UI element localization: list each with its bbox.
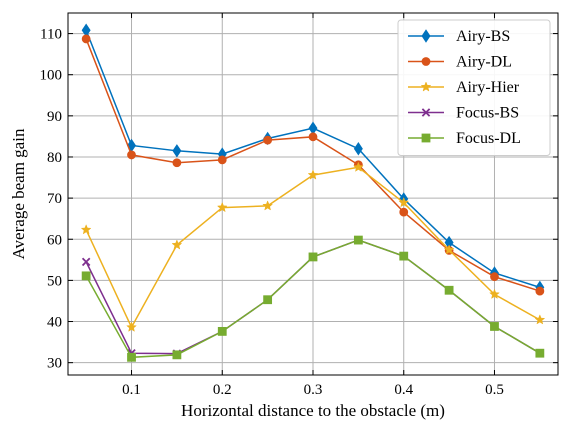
data-point — [353, 235, 363, 245]
data-point — [308, 132, 318, 142]
data-point — [534, 314, 546, 325]
y-tick-label: 40 — [47, 315, 62, 331]
data-point — [490, 272, 499, 282]
data-point — [398, 196, 410, 208]
y-tick-label: 110 — [40, 27, 62, 43]
legend-label: Focus-BS — [456, 105, 519, 122]
legend-label: Airy-Hier — [456, 79, 520, 96]
x-tick-label: 0.5 — [485, 382, 504, 398]
legend-label: Focus-DL — [456, 130, 521, 147]
legend-entry: Airy-Hier — [408, 79, 520, 96]
series-group — [80, 23, 546, 362]
data-point — [307, 169, 319, 180]
legend-label: Airy-DL — [456, 54, 512, 71]
data-point — [443, 244, 455, 255]
data-point — [535, 348, 545, 358]
data-point — [171, 239, 183, 250]
data-point — [172, 158, 182, 168]
data-point — [80, 224, 92, 235]
series-focus-dl — [81, 235, 545, 362]
y-tick-label: 50 — [47, 273, 62, 289]
data-point — [126, 321, 137, 332]
legend-entry: Focus-DL — [408, 130, 521, 147]
data-point — [262, 200, 274, 211]
x-tick-label: 0.2 — [213, 382, 232, 398]
data-point — [399, 207, 409, 217]
data-point — [217, 155, 227, 165]
y-axis-label: Average beam gain — [9, 128, 28, 259]
legend-marker — [421, 133, 431, 143]
data-point — [490, 322, 499, 331]
x-tick-label: 0.3 — [304, 382, 323, 398]
data-point — [535, 286, 545, 296]
legend-marker — [421, 57, 431, 66]
axis-ticks: 0.1 0.2 0.3 0.4 0.5 30 40 50 60 70 80 90 100 110 — [40, 13, 558, 398]
y-tick-label: 100 — [40, 68, 63, 84]
data-point — [81, 257, 91, 267]
legend-entry: Airy-DL — [408, 54, 512, 71]
y-tick-label: 30 — [47, 356, 62, 372]
data-point — [444, 285, 454, 295]
data-point — [263, 295, 273, 305]
data-point — [127, 352, 136, 362]
data-point — [127, 150, 136, 160]
data-point — [263, 135, 273, 145]
data-point — [216, 201, 228, 213]
series-airy-hier — [80, 161, 546, 332]
data-point — [217, 326, 227, 336]
legend-marker — [421, 108, 431, 117]
legend-marker — [421, 29, 431, 43]
x-tick-label: 0.1 — [122, 382, 141, 398]
y-tick-label: 60 — [47, 232, 62, 248]
legend-entry: Airy-BS — [408, 28, 510, 45]
data-point — [172, 350, 182, 360]
legend-marker — [420, 81, 432, 92]
legend: Airy-BS Airy-DL Airy-Hier Focus-BS Focus-DL — [397, 19, 551, 156]
data-point — [352, 161, 364, 172]
data-point — [353, 142, 363, 156]
legend-label: Airy-BS — [456, 28, 510, 45]
legend-entry: Focus-BS — [408, 105, 519, 122]
data-point — [172, 144, 182, 158]
x-tick-label: 0.4 — [394, 382, 413, 398]
legend-box — [397, 19, 551, 156]
y-tick-label: 80 — [47, 150, 62, 166]
data-point — [489, 288, 500, 299]
data-point — [399, 251, 409, 261]
y-tick-label: 70 — [47, 191, 62, 207]
grid — [68, 13, 558, 375]
data-point — [81, 271, 91, 281]
data-point — [308, 252, 318, 262]
data-point — [81, 34, 91, 44]
x-axis-label: Horizontal distance to the obstacle (m) — [181, 401, 445, 420]
y-tick-label: 90 — [47, 109, 62, 125]
